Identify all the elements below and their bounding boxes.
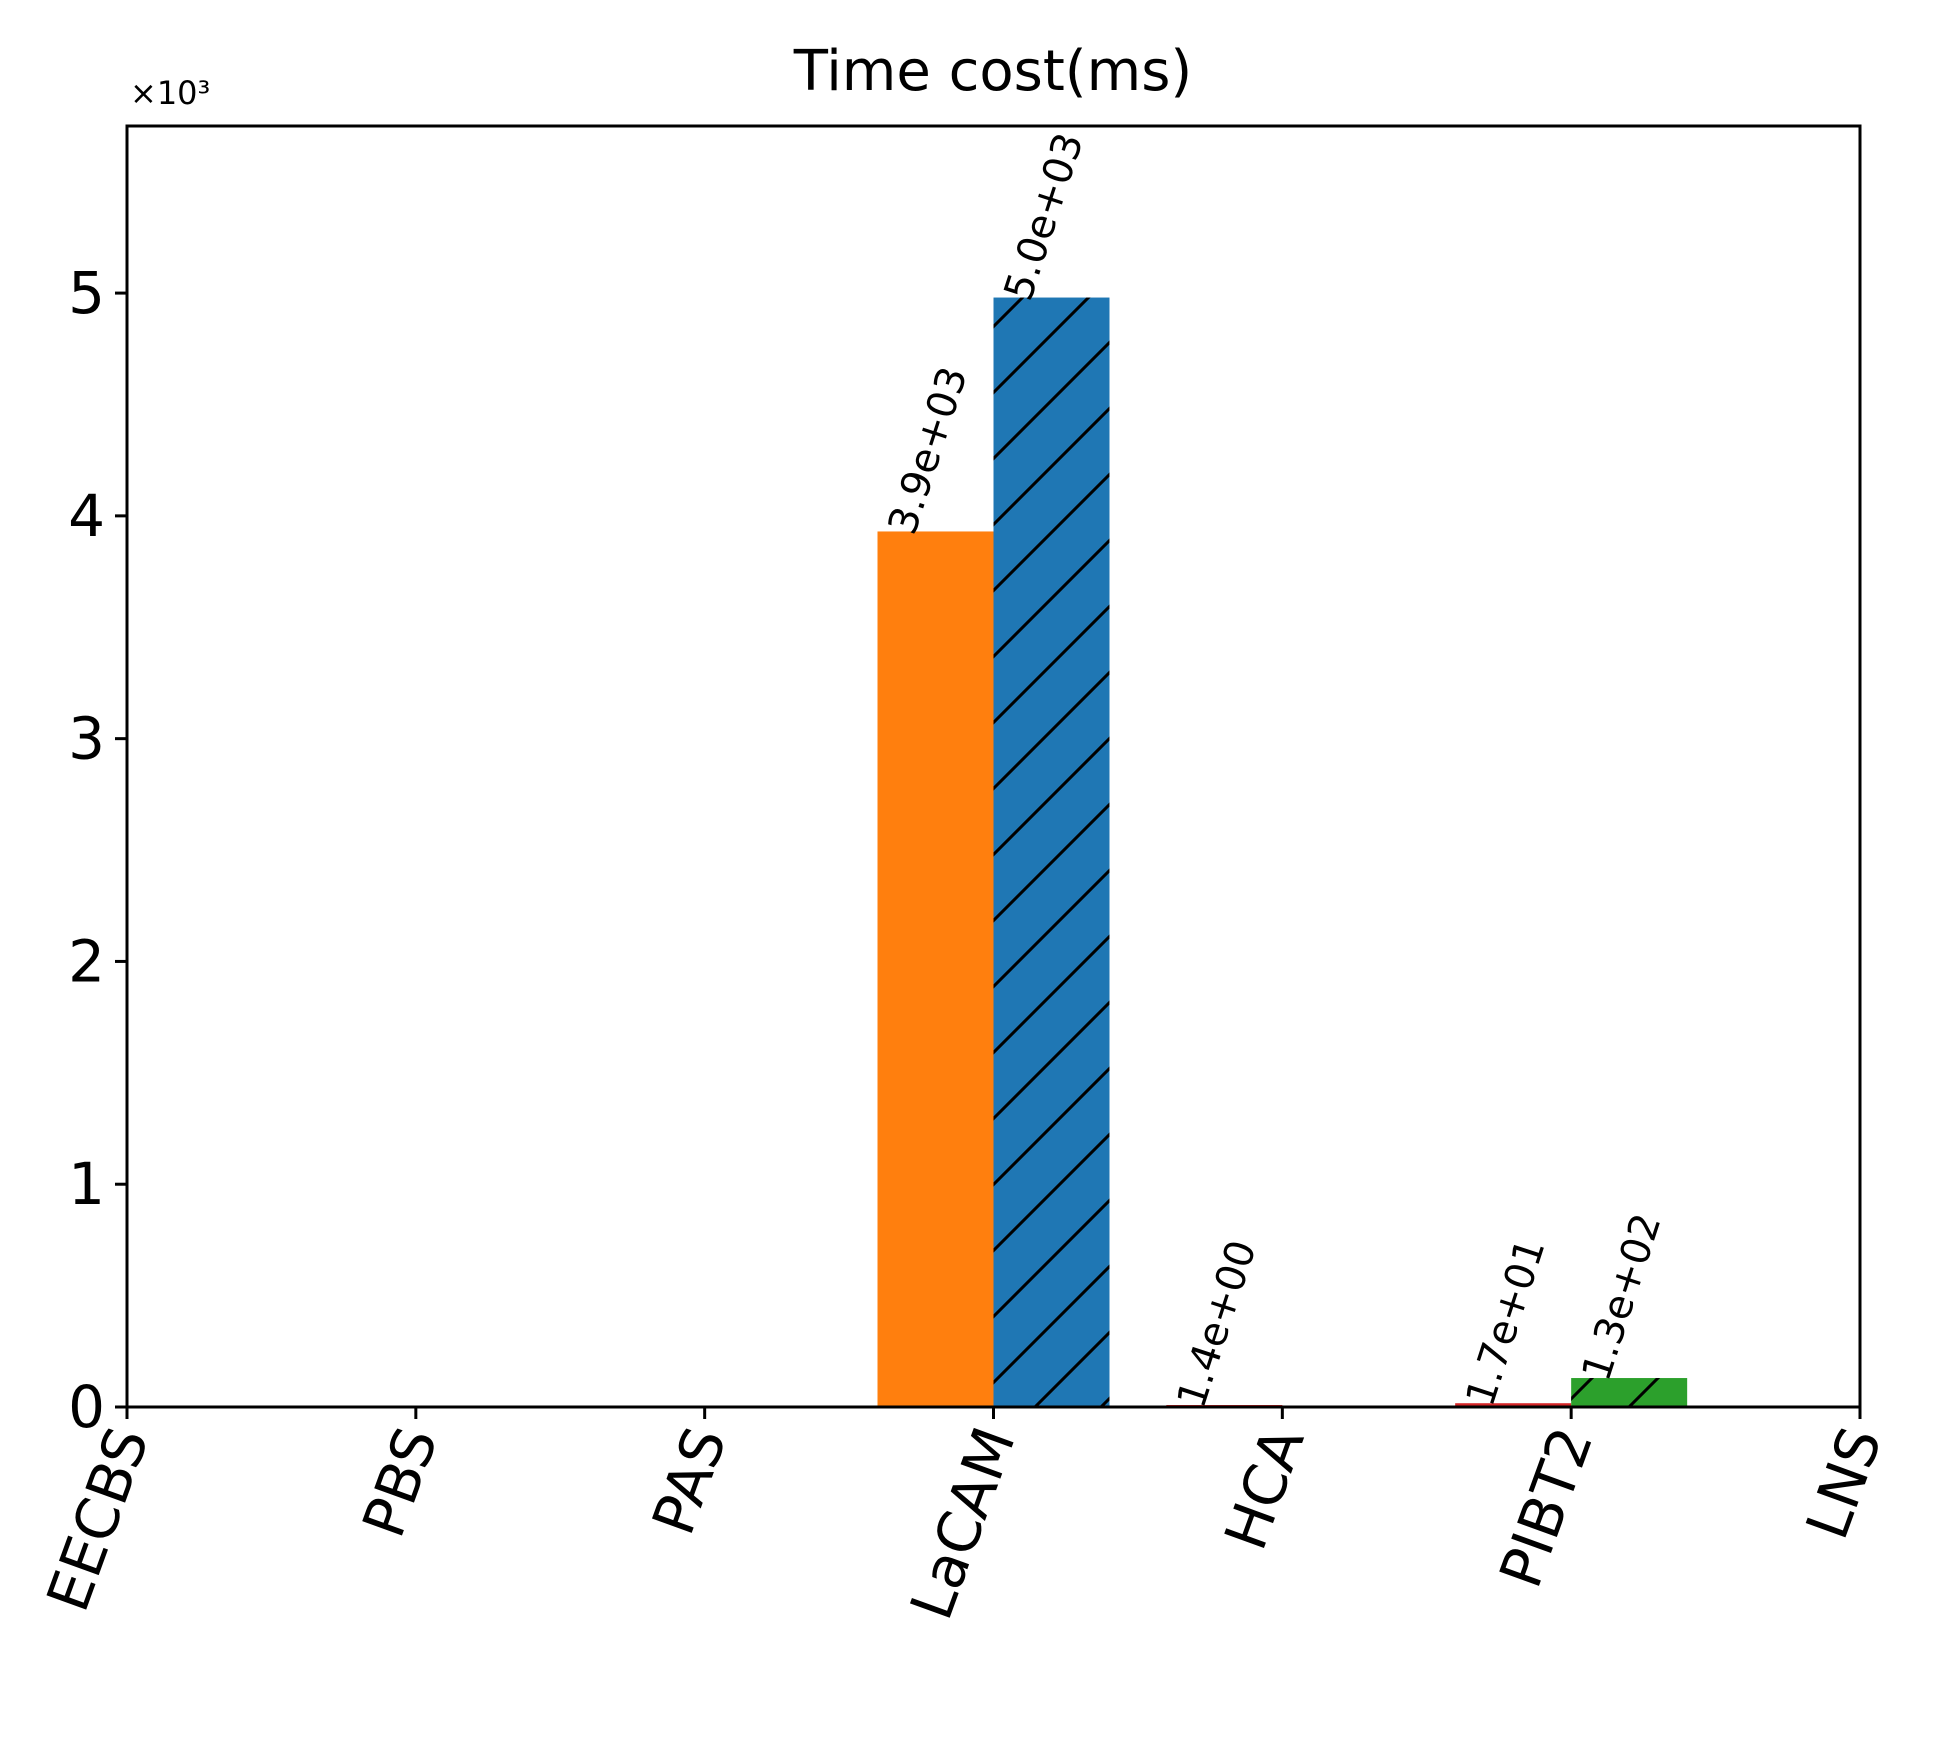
bar-hatch-pibt2-right	[1571, 1378, 1688, 1407]
x-tick-label-hca: HCA	[1211, 1418, 1317, 1558]
bar-value-label: 5.0e+03	[996, 127, 1093, 305]
x-tick-label-pbs: PBS	[349, 1419, 451, 1546]
bar-lacam-left	[877, 531, 994, 1407]
x-tick-label-lacam: LaCAM	[897, 1419, 1029, 1628]
bar-value-label: 1.3e+02	[1573, 1208, 1670, 1386]
bars-layer	[877, 297, 1688, 1407]
y-tick-label: 5	[68, 259, 105, 327]
x-tick-label-pibt2: PIBT2	[1486, 1419, 1606, 1597]
bar-value-label: 3.9e+03	[880, 361, 977, 539]
y-tick-label: 4	[68, 482, 105, 550]
y-tick-label: 3	[68, 705, 105, 773]
y-offset-label: ×10³	[130, 74, 210, 112]
bar-hatch-lacam-right	[993, 297, 1110, 1407]
y-tick-label: 2	[68, 927, 105, 995]
chart-title: Time cost(ms)	[793, 39, 1192, 104]
x-tick-label-pas: PAS	[639, 1419, 740, 1544]
y-tick-label: 0	[68, 1373, 105, 1441]
bar-pibt2-left	[1455, 1403, 1572, 1407]
bar-value-label: 1.7e+01	[1457, 1233, 1554, 1411]
x-tick-label-eecbs: EECBS	[33, 1419, 162, 1620]
x-tick-label-lns: LNS	[1793, 1419, 1895, 1548]
bar-value-label: 1.4e+00	[1169, 1235, 1266, 1413]
y-tick-label: 1	[68, 1150, 105, 1218]
